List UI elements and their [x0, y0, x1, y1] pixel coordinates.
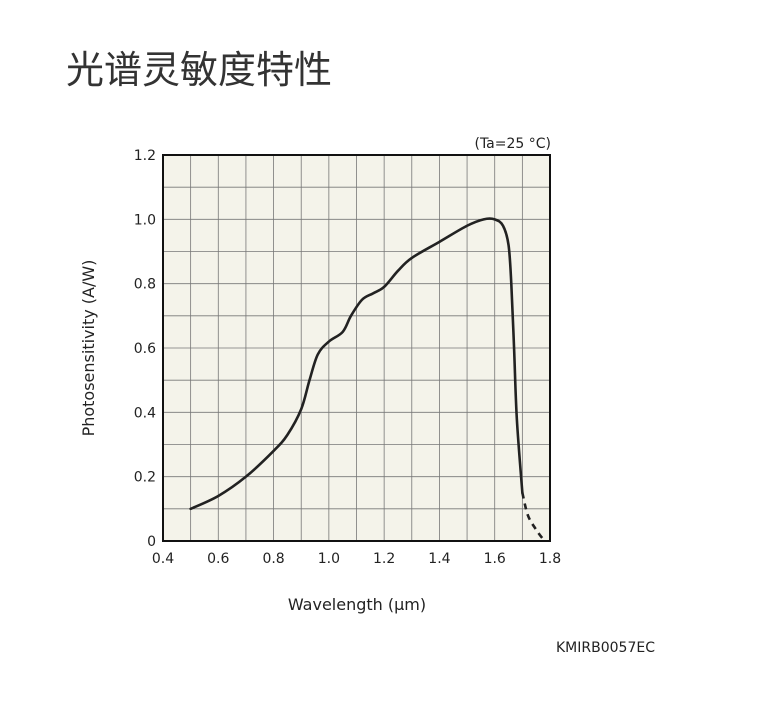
tick-labels: 0.4 0.6 0.8 1.0 1.2 1.4 1.6 1.8 0 0.2 0.4 0.6 0.8 1.0…	[134, 148, 561, 567]
x-tick-label: 1.2	[373, 551, 395, 567]
x-tick-label: 1.0	[318, 551, 340, 567]
photosensitivity-curve-solid	[189, 217, 524, 511]
plot-frame	[162, 154, 551, 542]
x-tick-label: 1.4	[428, 551, 450, 567]
y-tick-label: 0.4	[134, 405, 156, 421]
y-tick-label: 0.2	[134, 470, 156, 486]
y-tick-label: 0.6	[134, 341, 156, 357]
y-tick-label: 0.8	[134, 277, 156, 293]
series-group	[189, 217, 546, 542]
y-tick-label: 1.0	[134, 212, 156, 228]
x-axis-label: Wavelength (μm)	[288, 595, 426, 614]
condition-annotation: (Ta=25 °C)	[474, 136, 551, 152]
figure-code: KMIRB0057EC	[556, 640, 655, 656]
x-tick-label: 1.8	[539, 551, 561, 567]
x-tick-label: 0.4	[152, 551, 174, 567]
x-tick-label: 1.6	[484, 551, 506, 567]
page-title: 光谱灵敏度特性	[66, 48, 333, 92]
y-axis-label: Photosensitivity (A/W)	[79, 260, 98, 437]
x-tick-label: 0.8	[262, 551, 284, 567]
x-tick-label: 0.6	[207, 551, 229, 567]
photosensitivity-curve-dashed	[521, 492, 546, 542]
y-tick-label: 1.2	[134, 148, 156, 164]
y-tick-label: 0	[147, 534, 156, 550]
